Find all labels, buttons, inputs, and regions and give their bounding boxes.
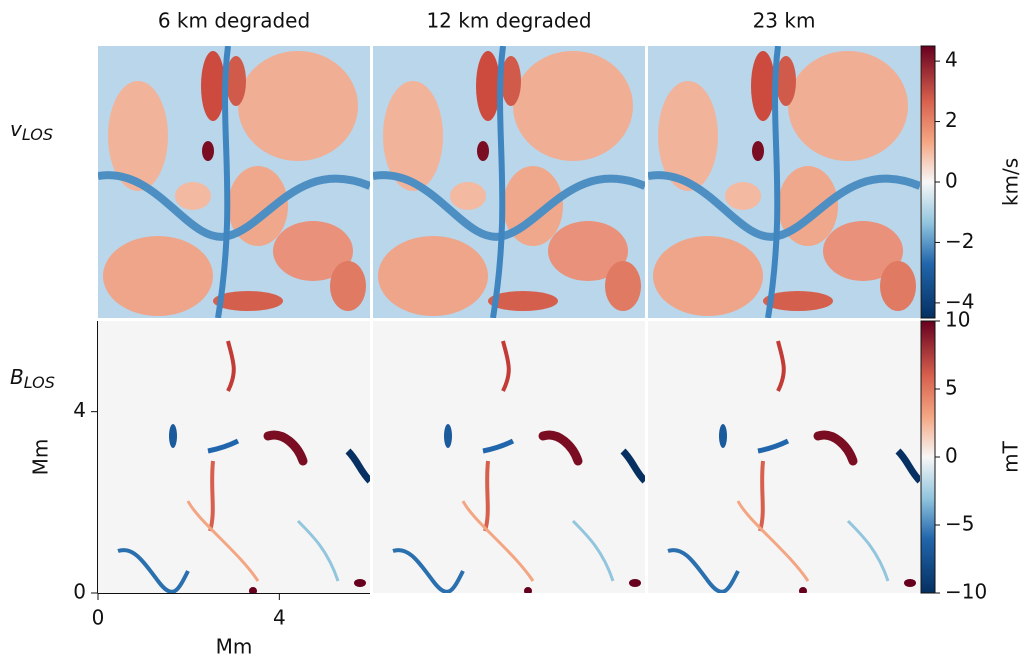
column-title: 23 km [753, 9, 816, 33]
colorbar-tick-label: 4 [945, 48, 958, 72]
colorbar-label: mT [999, 440, 1023, 472]
heatmap-panel [98, 321, 370, 595]
colorbar-tick-label: −2 [945, 229, 974, 253]
heatmap-panel [373, 321, 645, 595]
y-axis-label: Mm [29, 439, 53, 476]
column-title: 6 km degraded [158, 9, 310, 33]
colorbar-tick-label: −10 [945, 580, 987, 604]
x-tick-label: 0 [92, 606, 105, 630]
colorbar-tick-label: 2 [945, 108, 958, 132]
colorbar [920, 320, 936, 594]
row-label: vLOS [10, 117, 53, 144]
row-label-sub: LOS [24, 373, 55, 392]
heatmap-panel [648, 321, 920, 595]
colorbar [920, 45, 936, 319]
colorbar-label: km/s [999, 158, 1023, 206]
y-tick-label: 4 [73, 398, 86, 422]
colorbar-tick-label: 0 [945, 169, 958, 193]
colorbar-tick-label: −4 [945, 289, 974, 313]
heatmap-panel [98, 46, 370, 318]
heatmap-panel [373, 46, 645, 318]
row-label-sub: LOS [22, 125, 53, 144]
heatmap-panel [648, 46, 920, 318]
x-tick-label: 4 [273, 606, 286, 630]
colorbar-tick-label: 0 [945, 444, 958, 468]
x-axis-label: Mm [216, 635, 253, 659]
colorbar-tick-label: 10 [945, 308, 970, 332]
row-label-main: B [10, 365, 24, 389]
column-title: 12 km degraded [426, 9, 591, 33]
y-tick-label: 0 [73, 580, 86, 604]
row-label-main: v [10, 117, 23, 141]
row-label: BLOS [10, 365, 55, 392]
colorbar-tick-label: −5 [945, 512, 974, 536]
colorbar-tick-label: 5 [945, 376, 958, 400]
